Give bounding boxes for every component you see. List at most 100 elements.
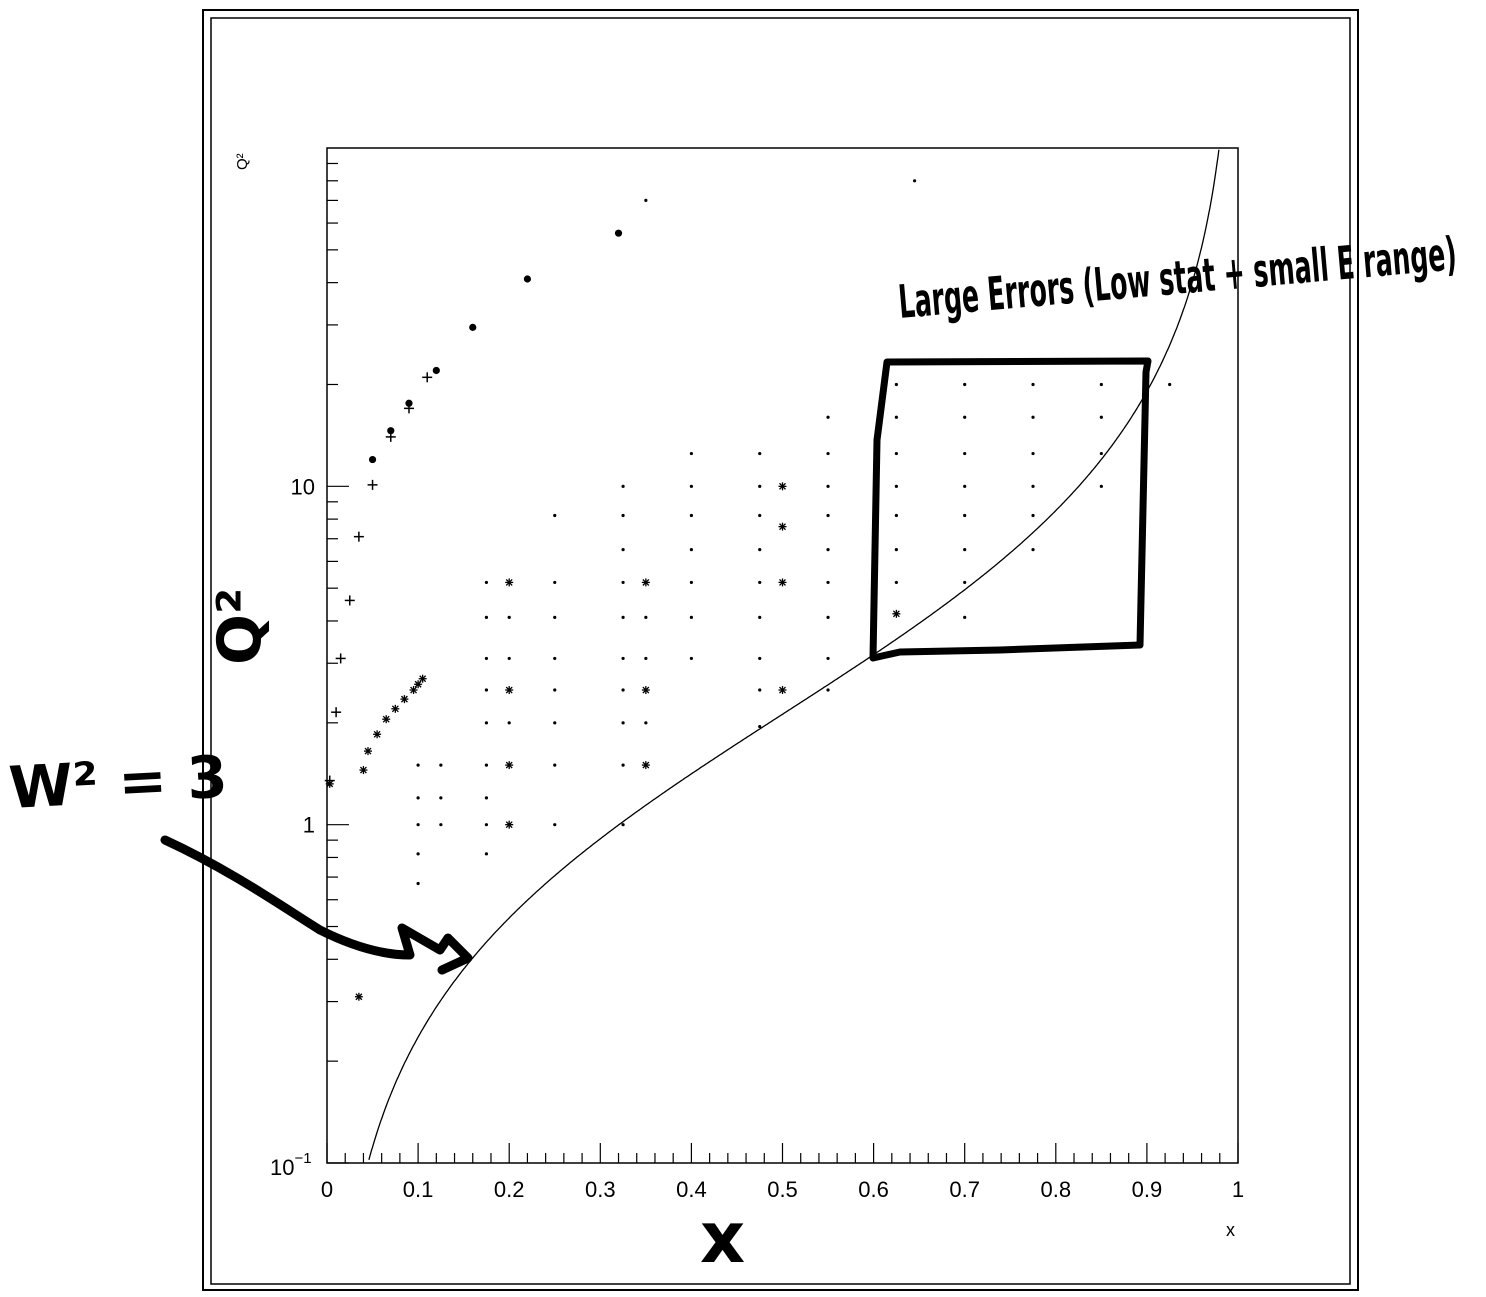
axis-ticks bbox=[326, 162, 1239, 1164]
data-point-dot bbox=[416, 881, 420, 886]
data-point-dot bbox=[758, 548, 762, 552]
data-point-star bbox=[382, 715, 391, 724]
data-point-dot bbox=[553, 721, 557, 725]
x-tick-label: 1 bbox=[1232, 1177, 1244, 1202]
data-point-dot bbox=[553, 513, 557, 518]
data-point-dot bbox=[826, 513, 830, 518]
y-tick-labels: 10 1 bbox=[291, 474, 315, 837]
data-point-dot bbox=[553, 688, 557, 692]
data-point-dot bbox=[758, 451, 762, 456]
w2-curve bbox=[368, 149, 1220, 1160]
data-point-plus bbox=[344, 595, 355, 606]
data-point-dot bbox=[553, 580, 557, 585]
data-point-dot bbox=[894, 451, 898, 456]
data-point-star bbox=[505, 820, 514, 829]
data-point-dot bbox=[963, 513, 967, 518]
data-point-dot bbox=[758, 688, 762, 692]
data-point-dot bbox=[826, 688, 830, 692]
data-point-star bbox=[892, 609, 901, 618]
data-point-dot bbox=[963, 415, 967, 419]
data-point-dot bbox=[894, 382, 898, 387]
w2-arrow bbox=[160, 835, 473, 975]
data-point-dot bbox=[758, 656, 762, 661]
data-point-dot bbox=[621, 513, 625, 518]
data-point-dot bbox=[644, 656, 648, 661]
data-point-dot bbox=[963, 615, 967, 619]
data-point-dot bbox=[553, 823, 557, 827]
data-point-star bbox=[641, 686, 650, 695]
data-point-dot bbox=[439, 796, 443, 800]
data-point-dot bbox=[963, 484, 967, 488]
data-point-dot bbox=[689, 513, 694, 518]
data-point-circle bbox=[405, 399, 413, 407]
data-point-dot bbox=[439, 763, 443, 767]
data-point-dot bbox=[826, 580, 830, 585]
data-point-dot bbox=[553, 615, 557, 619]
x-tick-label: 0.8 bbox=[1041, 1177, 1072, 1202]
y-tick-bottom-base: 10 bbox=[270, 1155, 294, 1180]
data-point-dot bbox=[553, 763, 557, 767]
x-axis-label-small: x bbox=[1226, 1220, 1235, 1240]
y-tick-label-bottom: 10−1 bbox=[270, 1150, 312, 1180]
data-point-dot bbox=[644, 721, 648, 725]
data-point-star bbox=[409, 686, 418, 695]
x-tick-label: 0.5 bbox=[767, 1177, 798, 1202]
x-tick-label: 0.9 bbox=[1132, 1177, 1163, 1202]
data-point-dot bbox=[1031, 484, 1035, 488]
y-tick-bottom-exponent: −1 bbox=[294, 1150, 311, 1167]
x-tick-label: 0.3 bbox=[585, 1177, 616, 1202]
data-point-dot bbox=[826, 656, 830, 661]
data-point-dot bbox=[758, 580, 762, 585]
data-point-dot bbox=[826, 548, 830, 552]
data-point-dot bbox=[1031, 415, 1035, 419]
data-markers bbox=[324, 179, 1172, 1001]
data-point-star bbox=[359, 766, 368, 775]
highlight-box bbox=[869, 357, 1152, 662]
x-tick-label: 0.2 bbox=[494, 1177, 525, 1202]
data-point-dot bbox=[484, 763, 489, 767]
data-point-dot bbox=[416, 796, 420, 800]
data-point-dot bbox=[621, 721, 625, 725]
x-tick-label: 0.1 bbox=[403, 1177, 434, 1202]
data-point-dot bbox=[484, 656, 489, 661]
data-point-star bbox=[400, 695, 409, 704]
data-point-dot bbox=[1031, 548, 1035, 552]
data-point-circle bbox=[614, 229, 623, 237]
data-point-star bbox=[778, 686, 787, 695]
data-point-star bbox=[414, 680, 423, 689]
w2-annotation: W² = 3 bbox=[7, 743, 229, 822]
x-handwritten-label: x bbox=[700, 1197, 745, 1279]
data-point-dot bbox=[553, 656, 557, 661]
y-tick-label: 1 bbox=[303, 813, 315, 838]
inner-frame bbox=[210, 17, 1351, 1285]
data-point-star bbox=[778, 522, 787, 531]
data-point-dot bbox=[484, 688, 489, 692]
data-point-dot bbox=[507, 615, 511, 619]
data-point-dot bbox=[758, 724, 762, 729]
data-point-dot bbox=[1099, 484, 1103, 488]
data-point-dot bbox=[894, 484, 898, 488]
data-point-plus bbox=[335, 653, 346, 664]
data-point-dot bbox=[758, 513, 762, 518]
data-point-dot bbox=[1099, 415, 1103, 419]
data-point-dot bbox=[484, 852, 489, 856]
data-point-dot bbox=[689, 656, 694, 661]
data-point-dot bbox=[826, 451, 830, 456]
data-point-dot bbox=[963, 451, 967, 456]
data-point-dot bbox=[416, 763, 420, 767]
data-point-star bbox=[505, 578, 514, 587]
data-point-star bbox=[391, 704, 400, 713]
data-point-circle bbox=[368, 455, 377, 464]
data-point-star bbox=[778, 482, 787, 491]
large-errors-annotation: Large Errors (Low stat + small E range) bbox=[896, 226, 1459, 329]
data-point-dot bbox=[621, 580, 625, 585]
data-point-dot bbox=[1031, 382, 1035, 387]
data-point-dot bbox=[416, 852, 420, 856]
data-point-dot bbox=[439, 823, 443, 827]
data-point-dot bbox=[621, 548, 625, 552]
data-point-dot bbox=[826, 484, 830, 488]
data-point-circle bbox=[469, 323, 477, 331]
data-point-star bbox=[641, 761, 650, 770]
data-point-dot bbox=[416, 823, 420, 827]
x-tick-label: 0.7 bbox=[949, 1177, 980, 1202]
